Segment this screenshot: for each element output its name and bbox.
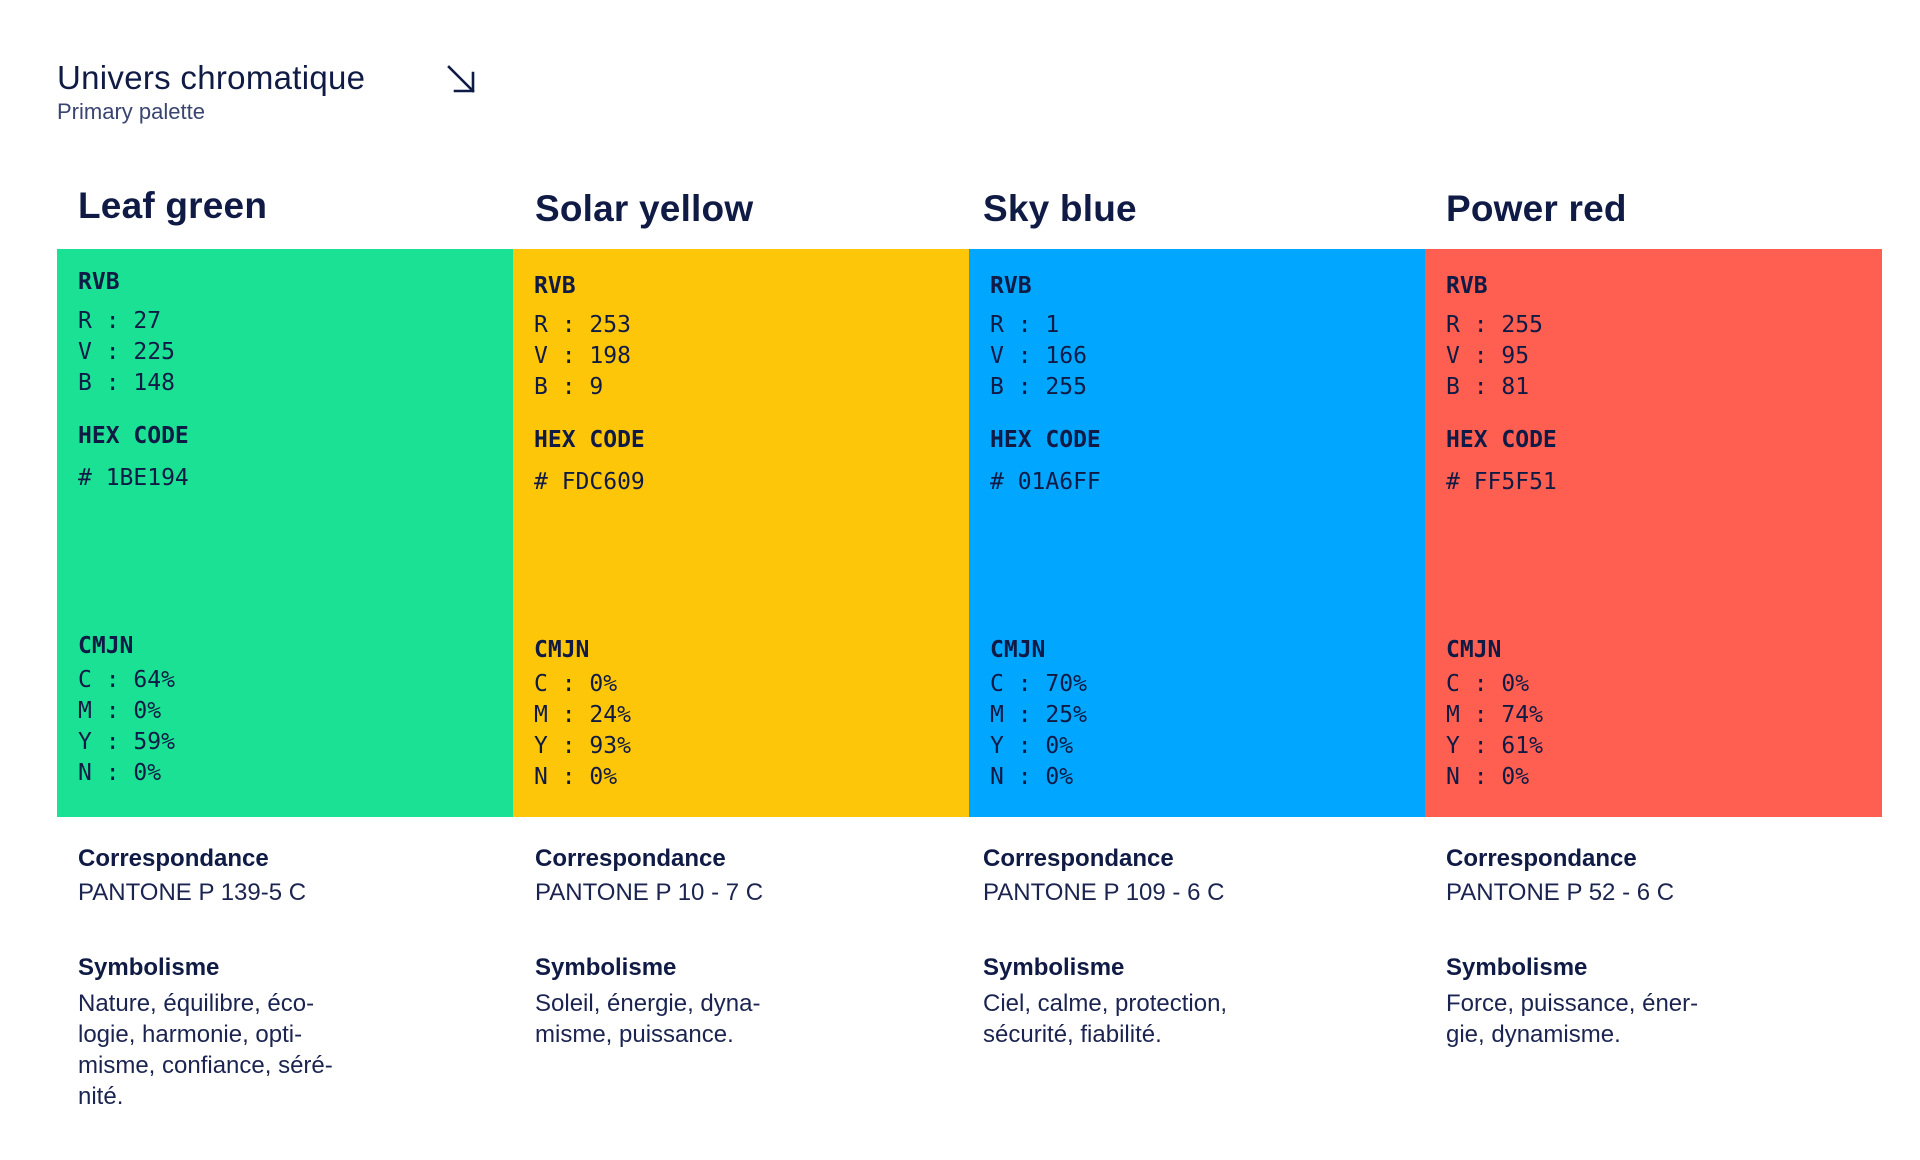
cmjn-label: CMJN	[1446, 637, 1502, 663]
rvb-r: R : 253	[534, 312, 631, 338]
hex-value: # FF5F51	[1446, 469, 1557, 495]
color-title-sky-blue: Sky blue	[983, 188, 1137, 229]
page-title: Univers chromatique	[57, 59, 366, 96]
cmjn-y: Y : 93%	[534, 733, 631, 759]
rvb-v: V : 95	[1446, 343, 1530, 369]
pantone-value: PANTONE P 139-5 C	[78, 879, 307, 906]
info-sky-blue: Correspondance PANTONE P 109 - 6 C Symbo…	[983, 843, 1343, 1050]
rvb-label: RVB	[534, 273, 576, 299]
info-solar-yellow: Correspondance PANTONE P 10 - 7 C Symbol…	[535, 843, 895, 1050]
page-header: Univers chromatique Primary palette	[57, 58, 365, 126]
color-title-power-red: Power red	[1446, 188, 1627, 229]
info-leaf-green: Correspondance PANTONE P 139-5 C Symboli…	[78, 843, 438, 1112]
rvb-values: R : 255 V : 95 B : 81	[1446, 310, 1861, 403]
rvb-values: R : 27 V : 225 B : 148	[78, 306, 492, 399]
rvb-r: R : 255	[1446, 312, 1543, 338]
symbolisme-text: Ciel, calme, protection, sécurité, fiabi…	[983, 990, 1228, 1048]
rvb-label: RVB	[78, 269, 120, 295]
hex-label: HEX CODE	[1446, 427, 1557, 453]
cmjn-m: M : 24%	[534, 702, 631, 728]
cmjn-label: CMJN	[78, 633, 134, 659]
cmjn-m: M : 0%	[78, 698, 162, 724]
color-title-leaf-green: Leaf green	[78, 185, 268, 226]
cmjn-c: C : 70%	[990, 671, 1087, 697]
correspondance-label: Correspondance	[983, 845, 1174, 872]
arrow-down-right-icon	[447, 65, 475, 93]
rvb-v: V : 225	[78, 339, 175, 365]
cmjn-values: C : 64% M : 0% Y : 59% N : 0%	[78, 665, 175, 789]
cmjn-y: Y : 0%	[990, 733, 1074, 759]
rvb-b: B : 255	[990, 374, 1087, 400]
rvb-values: R : 253 V : 198 B : 9	[534, 310, 948, 403]
cmjn-y: Y : 61%	[1446, 733, 1543, 759]
hex-value: # 01A6FF	[990, 469, 1101, 495]
swatch-power-red: RVB R : 255 V : 95 B : 81 HEX CODE # FF5…	[1425, 249, 1882, 817]
rvb-values: R : 1 V : 166 B : 255	[990, 310, 1404, 403]
color-title-solar-yellow: Solar yellow	[535, 188, 754, 229]
correspondance-label: Correspondance	[1446, 845, 1637, 872]
cmjn-values: C : 0% M : 74% Y : 61% N : 0%	[1446, 669, 1543, 793]
cmjn-c: C : 64%	[78, 667, 175, 693]
hex-value: # FDC609	[534, 469, 645, 495]
hex-label: HEX CODE	[78, 423, 189, 449]
symbolisme-label: Symbolisme	[535, 954, 677, 981]
cmjn-c: C : 0%	[1446, 671, 1530, 697]
rvb-r: R : 27	[78, 308, 162, 334]
hex-label: HEX CODE	[990, 427, 1101, 453]
correspondance-label: Correspondance	[535, 845, 726, 872]
symbolisme-text: Force, puissance, éner- gie, dynamisme.	[1446, 990, 1699, 1048]
swatch-leaf-green: RVB R : 27 V : 225 B : 148 HEX CODE # 1B…	[57, 249, 513, 817]
symbolisme-text: Nature, équilibre, éco- logie, harmonie,…	[78, 990, 333, 1110]
cmjn-m: M : 25%	[990, 702, 1087, 728]
symbolisme-label: Symbolisme	[983, 954, 1125, 981]
cmjn-y: Y : 59%	[78, 729, 175, 755]
rvb-b: B : 9	[534, 374, 604, 400]
symbolisme-label: Symbolisme	[78, 954, 220, 981]
cmjn-label: CMJN	[534, 637, 590, 663]
pantone-value: PANTONE P 109 - 6 C	[983, 879, 1225, 906]
rvb-v: V : 166	[990, 343, 1087, 369]
rvb-b: B : 81	[1446, 374, 1530, 400]
info-power-red: Correspondance PANTONE P 52 - 6 C Symbol…	[1446, 843, 1806, 1050]
cmjn-n: N : 0%	[534, 764, 618, 790]
rvb-b: B : 148	[78, 370, 175, 396]
hex-value: # 1BE194	[78, 465, 189, 491]
swatch-solar-yellow: RVB R : 253 V : 198 B : 9 HEX CODE # FDC…	[513, 249, 969, 817]
page-subtitle: Primary palette	[57, 99, 205, 124]
rvb-r: R : 1	[990, 312, 1060, 338]
correspondance-label: Correspondance	[78, 845, 269, 872]
swatch-sky-blue: RVB R : 1 V : 166 B : 255 HEX CODE # 01A…	[969, 249, 1425, 817]
symbolisme-label: Symbolisme	[1446, 954, 1588, 981]
cmjn-n: N : 0%	[1446, 764, 1530, 790]
pantone-value: PANTONE P 52 - 6 C	[1446, 879, 1675, 906]
cmjn-label: CMJN	[990, 637, 1046, 663]
cmjn-n: N : 0%	[78, 760, 162, 786]
rvb-label: RVB	[1446, 273, 1488, 299]
hex-label: HEX CODE	[534, 427, 645, 453]
cmjn-c: C : 0%	[534, 671, 618, 697]
rvb-v: V : 198	[534, 343, 631, 369]
symbolisme-text: Soleil, énergie, dyna- misme, puissance.	[535, 990, 761, 1048]
cmjn-n: N : 0%	[990, 764, 1074, 790]
cmjn-values: C : 0% M : 24% Y : 93% N : 0%	[534, 669, 631, 793]
cmjn-m: M : 74%	[1446, 702, 1543, 728]
rvb-label: RVB	[990, 273, 1032, 299]
pantone-value: PANTONE P 10 - 7 C	[535, 879, 764, 906]
cmjn-values: C : 70% M : 25% Y : 0% N : 0%	[990, 669, 1087, 793]
